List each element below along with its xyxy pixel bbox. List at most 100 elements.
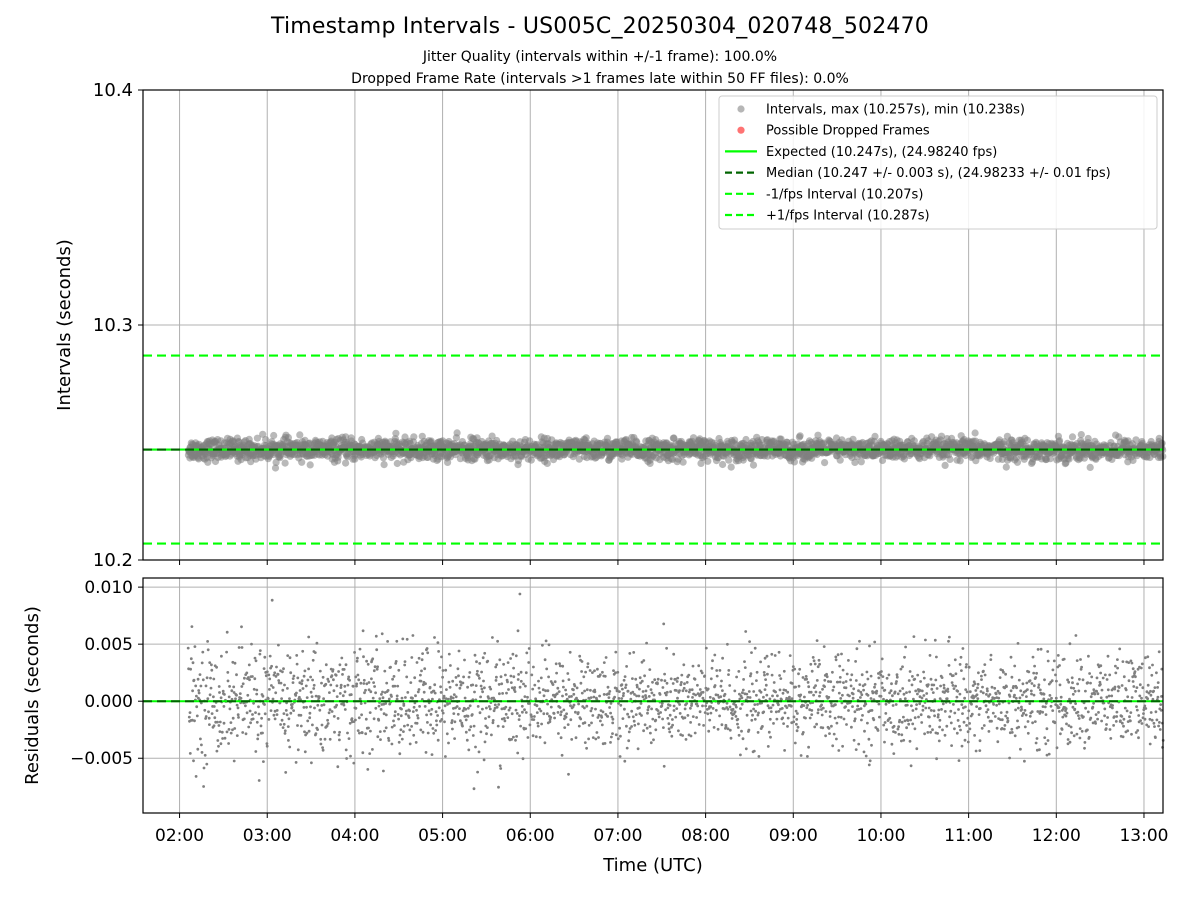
residual-point <box>974 689 978 692</box>
residual-point <box>436 738 440 742</box>
residual-point <box>675 680 679 683</box>
residual-point <box>461 724 464 728</box>
residual-point <box>501 692 504 695</box>
dropped-frame-subtitle: Dropped Frame Rate (intervals >1 frames … <box>351 71 849 87</box>
residual-point <box>463 658 466 662</box>
residual-point <box>311 658 315 662</box>
residual-point <box>487 705 491 708</box>
residual-point <box>509 681 513 684</box>
residual-point <box>989 658 993 661</box>
residual-point <box>545 667 549 671</box>
residual-point <box>506 661 510 664</box>
residual-point <box>458 707 461 710</box>
residual-point <box>737 670 741 673</box>
residual-point <box>675 707 679 710</box>
residual-point <box>240 685 244 688</box>
residual-point <box>1017 678 1021 682</box>
residual-point <box>404 712 408 716</box>
residual-point <box>519 679 523 683</box>
residual-point <box>906 719 910 722</box>
residual-point <box>652 693 656 697</box>
residual-point <box>235 734 239 737</box>
residual-point <box>389 665 392 669</box>
residual-point <box>700 671 704 675</box>
residual-point <box>991 711 995 715</box>
residual-point <box>828 710 832 714</box>
residual-point <box>1046 650 1050 653</box>
residual-point <box>840 652 843 656</box>
residual-point <box>540 722 543 726</box>
residual-point <box>206 697 210 701</box>
residual-point <box>842 681 845 684</box>
residual-point <box>924 706 928 710</box>
residual-point <box>338 692 342 695</box>
residual-point <box>480 687 484 691</box>
residual-point <box>447 652 451 656</box>
residual-point <box>891 704 895 707</box>
residual-point <box>207 716 211 720</box>
residual-point <box>579 717 583 721</box>
residual-point <box>644 689 648 693</box>
residual-point <box>835 721 839 725</box>
residual-point <box>435 719 438 723</box>
residual-point <box>647 705 651 708</box>
residual-point <box>1072 686 1076 690</box>
residual-point <box>667 722 671 726</box>
residual-point <box>884 702 888 706</box>
residual-point <box>336 765 340 769</box>
residual-point <box>275 665 278 669</box>
interval-point <box>527 456 535 464</box>
residual-point <box>531 734 535 738</box>
residual-point <box>701 690 705 694</box>
residual-point <box>891 694 894 698</box>
residual-point <box>771 694 774 698</box>
residual-point <box>883 721 887 724</box>
residual-point <box>977 713 981 716</box>
residual-point <box>287 717 291 721</box>
residual-point <box>428 685 432 689</box>
residual-point <box>538 735 542 739</box>
residual-point <box>429 712 433 716</box>
residual-point <box>302 674 306 678</box>
residual-point <box>820 713 824 717</box>
residual-point <box>910 683 914 687</box>
residual-point <box>266 697 270 700</box>
residual-point <box>209 676 212 680</box>
residual-point <box>779 677 783 680</box>
residual-point <box>232 685 236 689</box>
residual-point <box>386 640 389 643</box>
residual-point <box>288 745 292 749</box>
residual-point <box>1002 670 1005 674</box>
residual-point <box>299 713 303 717</box>
interval-point <box>849 435 857 443</box>
residual-point <box>281 726 285 729</box>
residual-point <box>1006 716 1009 720</box>
residual-point <box>203 753 207 757</box>
residual-point <box>225 630 229 634</box>
residual-point <box>907 722 911 726</box>
residual-point <box>948 715 951 719</box>
residual-point <box>421 730 425 734</box>
residual-point <box>513 690 517 693</box>
residual-point <box>546 689 550 693</box>
residual-point <box>452 693 456 696</box>
residual-point <box>483 686 486 690</box>
residual-point <box>966 730 970 734</box>
residual-point <box>927 706 931 710</box>
residual-point <box>238 692 242 695</box>
residual-point <box>985 693 988 696</box>
residual-point <box>358 731 361 735</box>
residual-point <box>497 703 501 706</box>
residual-point <box>520 704 524 708</box>
residual-point <box>733 710 737 714</box>
residual-point <box>408 709 411 713</box>
residual-point <box>577 724 581 728</box>
interval-point <box>910 437 918 445</box>
residual-point <box>791 665 795 668</box>
interval-point <box>281 459 289 467</box>
residual-point <box>1034 741 1038 745</box>
residual-point <box>818 662 821 666</box>
residual-point <box>316 728 319 731</box>
residual-point <box>1031 721 1034 725</box>
residual-point <box>755 679 758 682</box>
